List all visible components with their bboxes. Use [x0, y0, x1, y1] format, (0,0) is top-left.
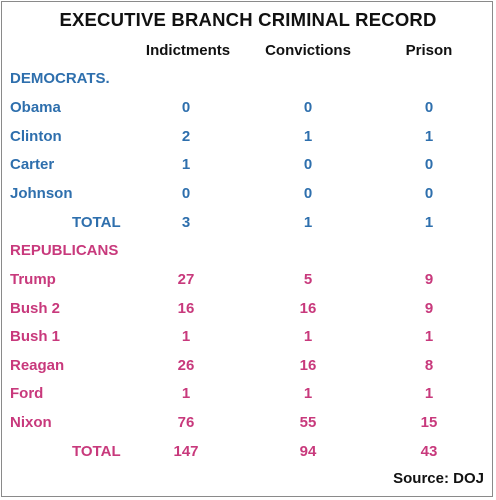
cell-indictments: 16	[177, 300, 195, 317]
cell-prison: 8	[424, 357, 434, 374]
total-row-democrats: TOTAL 3 1 1	[0, 211, 496, 235]
total-indictments: 147	[173, 443, 199, 460]
cell-indictments: 1	[181, 385, 191, 402]
section-heading-democrats: DEMOCRATS.	[10, 70, 110, 87]
cell-convictions: 0	[303, 156, 313, 173]
cell-convictions: 16	[299, 300, 317, 317]
row-name: Ford	[10, 385, 44, 402]
row-name: Carter	[10, 156, 55, 173]
row-name: Nixon	[10, 414, 52, 431]
table-title: EXECUTIVE BRANCH CRIMINAL RECORD	[59, 9, 437, 30]
cell-convictions: 1	[303, 328, 313, 345]
cell-convictions: 5	[303, 271, 313, 288]
cell-prison: 1	[424, 128, 434, 145]
column-header-convictions: Convictions	[265, 42, 351, 59]
row-name: Reagan	[10, 357, 65, 374]
table-row: Bush 1 1 1 1	[0, 325, 496, 349]
column-header-prison: Prison	[405, 42, 453, 59]
cell-prison: 9	[424, 300, 434, 317]
table-row: Ford 1 1 1	[0, 382, 496, 406]
total-prison: 1	[424, 214, 434, 231]
table-row: Bush 2 16 16 9	[0, 297, 496, 321]
row-name: Bush 2	[10, 300, 61, 317]
cell-prison: 15	[420, 414, 438, 431]
table-row: Clinton 2 1 1	[0, 125, 496, 149]
cell-indictments: 0	[181, 185, 191, 202]
total-convictions: 1	[303, 214, 313, 231]
column-header-indictments: Indictments	[145, 42, 231, 59]
total-convictions: 94	[299, 443, 317, 460]
cell-prison: 0	[424, 99, 434, 116]
source-note: Source: DOJ	[393, 470, 484, 487]
cell-prison: 1	[424, 328, 434, 345]
cell-indictments: 1	[181, 156, 191, 173]
cell-convictions: 1	[303, 128, 313, 145]
total-label: TOTAL	[72, 443, 121, 460]
cell-indictments: 76	[177, 414, 195, 431]
total-row-republicans: TOTAL 147 94 43	[0, 440, 496, 464]
total-indictments: 3	[181, 214, 191, 231]
total-prison: 43	[420, 443, 438, 460]
table-row: Reagan 26 16 8	[0, 354, 496, 378]
row-name: Obama	[10, 99, 61, 116]
table-row: Nixon 76 55 15	[0, 411, 496, 435]
row-name: Trump	[10, 271, 56, 288]
cell-indictments: 2	[181, 128, 191, 145]
cell-prison: 0	[424, 156, 434, 173]
cell-convictions: 0	[303, 99, 313, 116]
table-row: Carter 1 0 0	[0, 153, 496, 177]
cell-prison: 1	[424, 385, 434, 402]
total-label: TOTAL	[72, 214, 121, 231]
cell-convictions: 1	[303, 385, 313, 402]
section-heading-republicans: REPUBLICANS	[10, 242, 119, 259]
cell-convictions: 55	[299, 414, 317, 431]
cell-indictments: 26	[177, 357, 195, 374]
row-name: Bush 1	[10, 328, 61, 345]
cell-convictions: 16	[299, 357, 317, 374]
cell-indictments: 0	[181, 99, 191, 116]
row-name: Clinton	[10, 128, 62, 145]
cell-indictments: 1	[181, 328, 191, 345]
table-row: Obama 0 0 0	[0, 96, 496, 120]
cell-prison: 9	[424, 271, 434, 288]
row-name: Johnson	[10, 185, 73, 202]
cell-convictions: 0	[303, 185, 313, 202]
table-row: Johnson 0 0 0	[0, 182, 496, 206]
table-row: Trump 27 5 9	[0, 268, 496, 292]
cell-prison: 0	[424, 185, 434, 202]
cell-indictments: 27	[177, 271, 195, 288]
